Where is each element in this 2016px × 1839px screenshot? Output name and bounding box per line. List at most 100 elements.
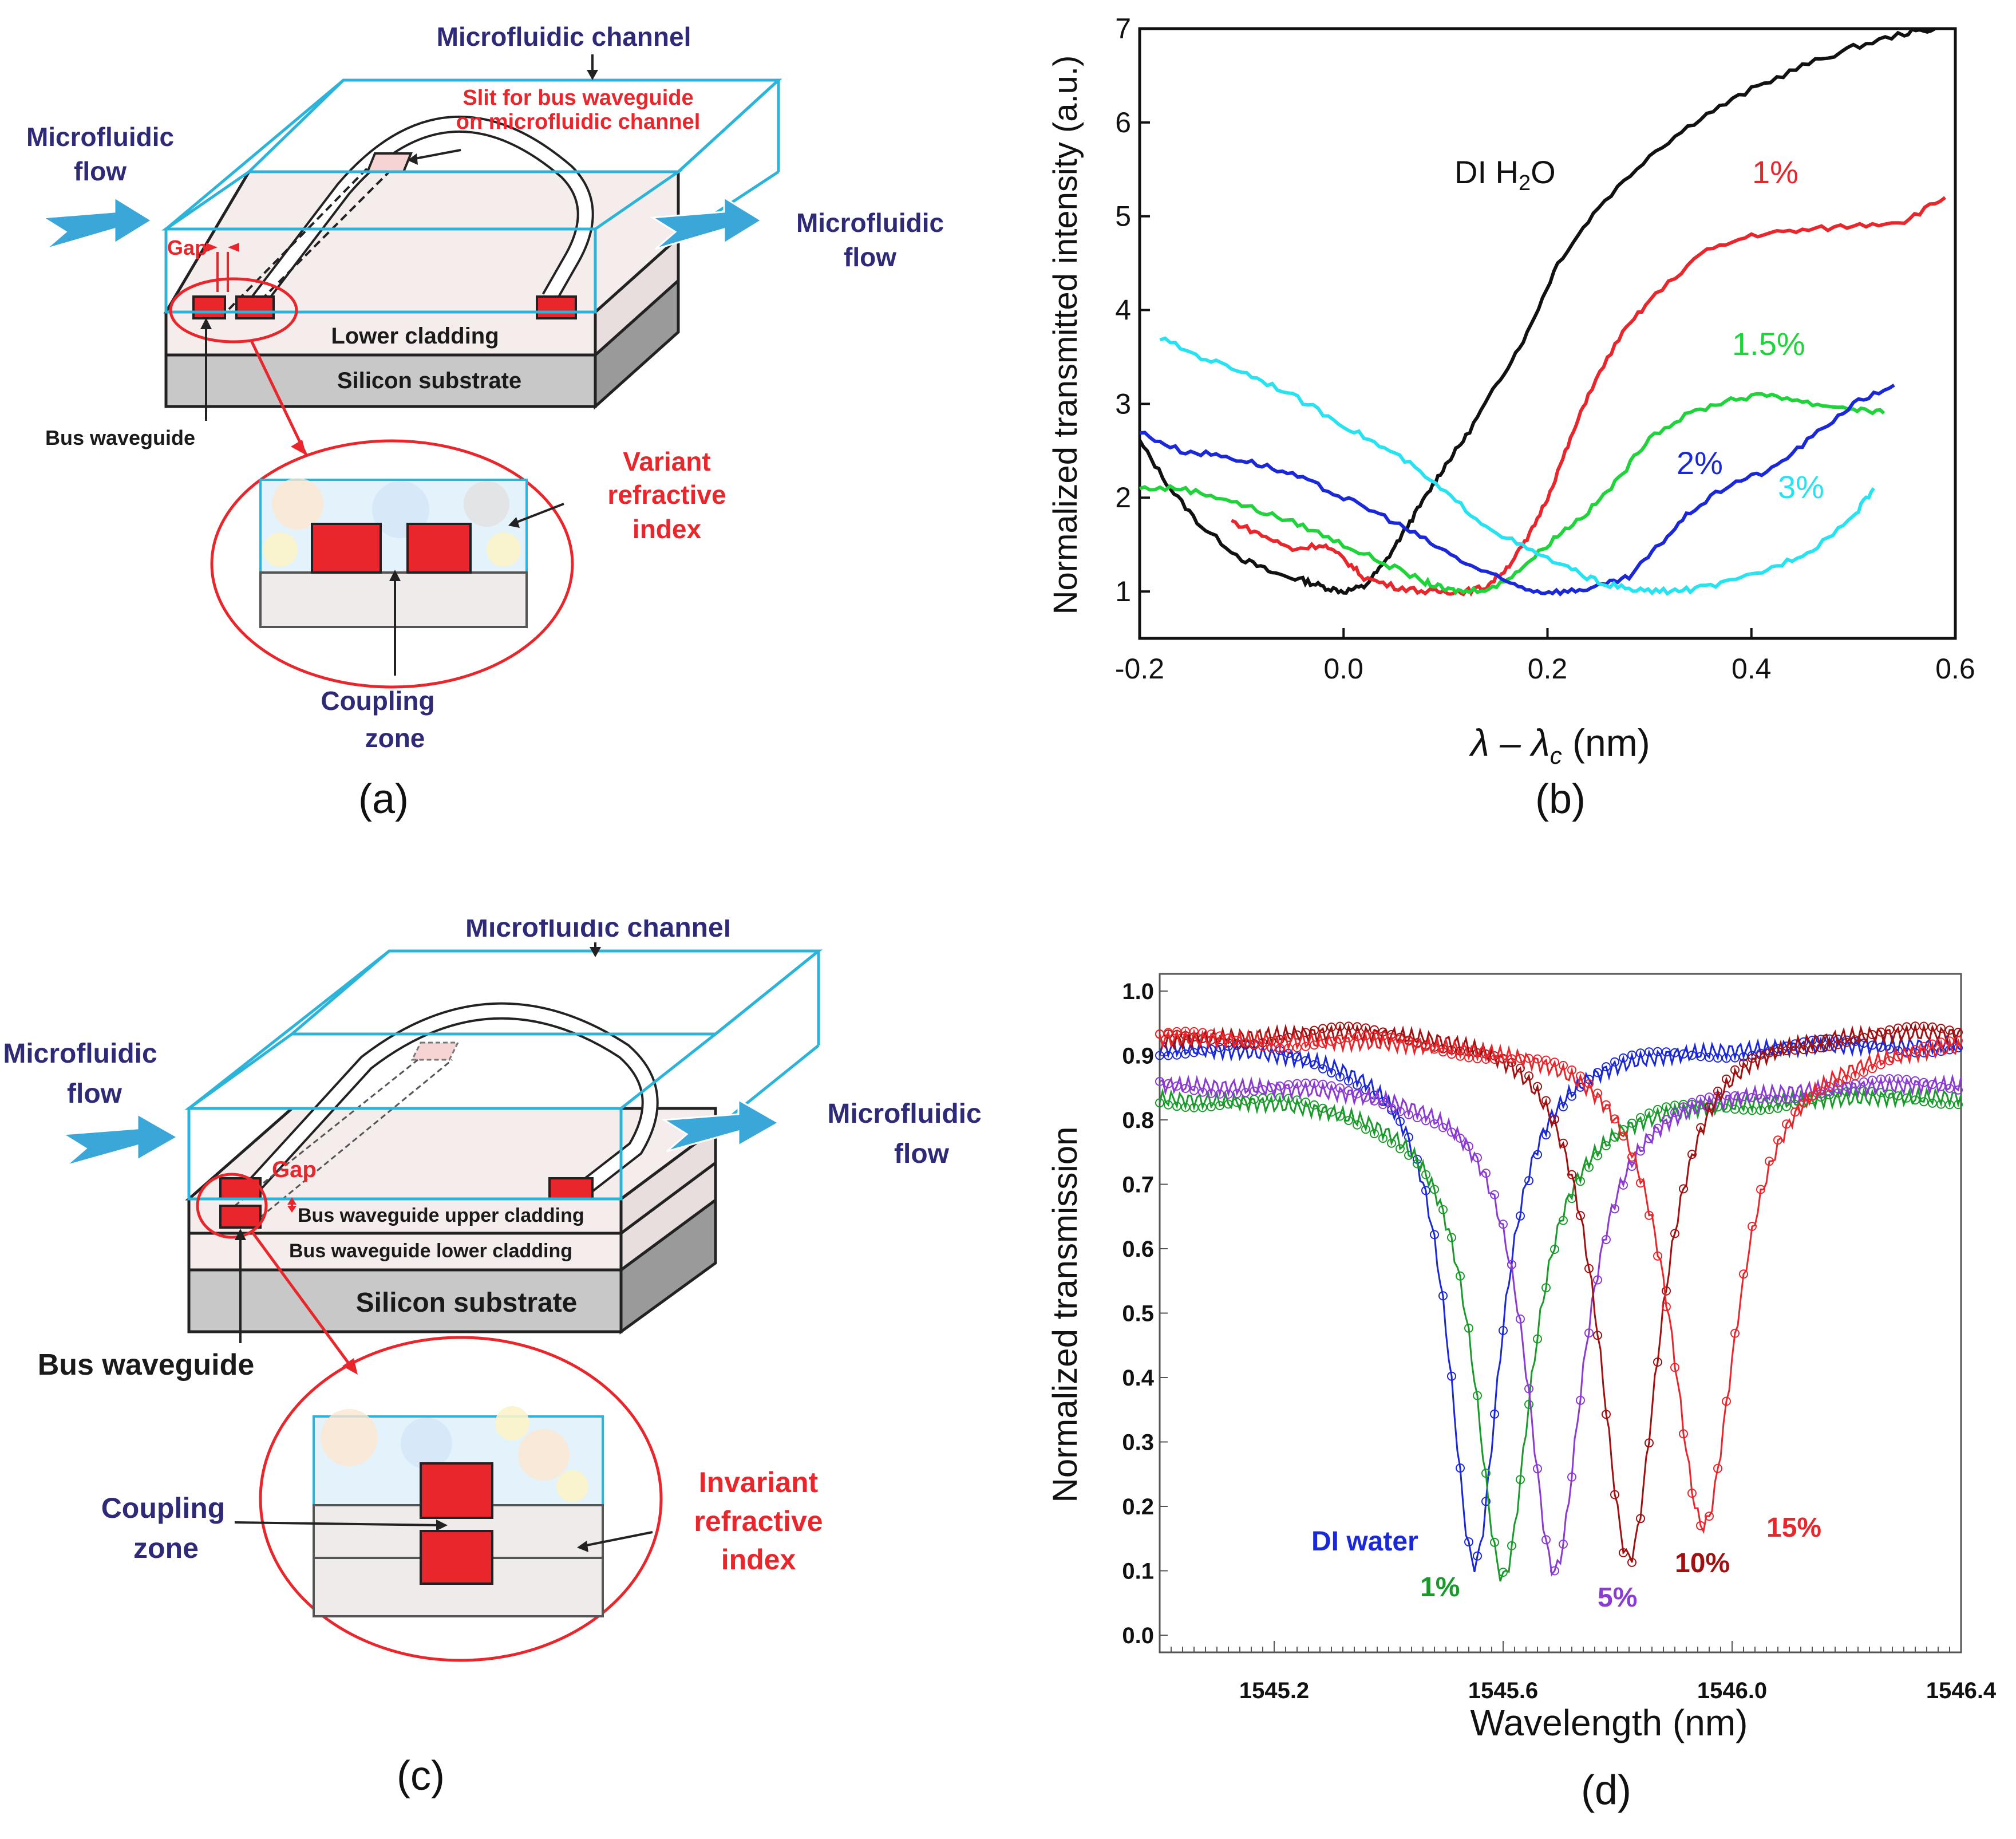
series-marker	[1456, 1271, 1465, 1281]
series-marker	[1232, 1036, 1242, 1045]
flow-left-label-1: Microfluidic	[3, 1039, 157, 1069]
series-label-di-water: DI water	[1311, 1526, 1418, 1557]
series-marker	[1954, 1036, 1963, 1045]
series-marker	[1541, 1096, 1551, 1106]
series-marker	[1928, 1022, 1937, 1032]
series-marker	[1885, 1044, 1894, 1054]
y-tick-label: 0.5	[1122, 1301, 1154, 1327]
plot-frame	[1159, 973, 1962, 1653]
series-marker	[1224, 1033, 1233, 1043]
gap-label: Gap	[272, 1157, 317, 1182]
series-marker	[1430, 1044, 1439, 1054]
series-marker	[1516, 1314, 1525, 1324]
series-marker	[1782, 1095, 1791, 1104]
series-marker	[1284, 1080, 1293, 1090]
series-marker	[1490, 1537, 1499, 1547]
series-marker	[1576, 1395, 1585, 1405]
bus-waveguide-label: Bus waveguide	[45, 426, 195, 449]
series-marker	[1155, 1051, 1164, 1060]
series-marker	[1670, 1108, 1679, 1118]
series-marker	[1361, 1092, 1370, 1102]
series-marker	[1945, 1045, 1954, 1055]
series-marker	[1705, 1052, 1714, 1062]
series-marker	[1928, 1098, 1937, 1108]
y-tick-label: 0.6	[1122, 1237, 1154, 1262]
flow-left-label-2: flow	[67, 1079, 122, 1109]
series-marker	[1919, 1097, 1928, 1107]
series-marker	[1550, 1245, 1559, 1254]
series-label-3pct: 3%	[1778, 469, 1824, 505]
y-axis-label: Normalized transmission	[1046, 1127, 1084, 1503]
series-marker	[1490, 1055, 1499, 1064]
series-marker	[1722, 1103, 1731, 1113]
series-marker	[1164, 1079, 1173, 1088]
series-marker	[1876, 1088, 1885, 1098]
series-marker	[1301, 1041, 1310, 1051]
slit-label-line-1: Slit for bus waveguide	[463, 86, 693, 110]
series-marker	[1301, 1028, 1310, 1037]
series-marker	[1705, 1092, 1714, 1102]
series-marker	[1292, 1052, 1302, 1061]
series-marker	[1421, 1186, 1430, 1195]
pointer-arrow-icon	[235, 1229, 246, 1240]
series-marker	[1318, 1024, 1327, 1033]
gap-arrow-icon	[287, 1197, 297, 1205]
series-marker	[1868, 1030, 1877, 1039]
series-marker	[1902, 1048, 1911, 1058]
series-marker	[1481, 1055, 1491, 1064]
series-marker	[1653, 1251, 1662, 1261]
series-marker	[1327, 1023, 1336, 1032]
pointer-arrow-icon	[508, 517, 520, 528]
series-marker	[1207, 1088, 1216, 1098]
series-marker	[1275, 1093, 1284, 1103]
series-marker	[1541, 1130, 1551, 1140]
series-marker	[1748, 1222, 1757, 1231]
series-marker	[1902, 1093, 1911, 1103]
series-marker	[1396, 1107, 1405, 1116]
series-marker	[1773, 1047, 1782, 1056]
slit-box	[366, 152, 413, 173]
series-marker	[1936, 1099, 1946, 1109]
series-marker	[1919, 1021, 1928, 1031]
y-tick-label: 0.8	[1122, 1108, 1154, 1133]
y-tick-label: 0.3	[1122, 1430, 1154, 1455]
series-marker	[1567, 1472, 1576, 1482]
series-marker	[1155, 1098, 1164, 1108]
slit-box	[410, 1041, 460, 1061]
series-marker	[1499, 1568, 1508, 1577]
series-marker	[1464, 1142, 1473, 1151]
series-marker	[1490, 1409, 1499, 1419]
series-marker	[1645, 1210, 1654, 1220]
series-line	[1159, 1028, 1962, 1534]
series-marker	[1301, 1078, 1310, 1088]
series-marker	[1533, 1464, 1542, 1474]
series-marker	[1275, 1081, 1284, 1091]
series-marker	[1438, 1123, 1448, 1132]
series-marker	[1782, 1046, 1791, 1056]
x-tick-label: 0.2	[1528, 653, 1568, 685]
series-marker	[1250, 1086, 1259, 1096]
series-marker	[1799, 1045, 1808, 1055]
series-marker	[1851, 1071, 1860, 1080]
microfluidic-channel-box	[161, 78, 782, 314]
series-marker	[1653, 1104, 1662, 1114]
series-marker	[1902, 1022, 1911, 1032]
series-marker	[1241, 1088, 1250, 1098]
series-marker	[1447, 1049, 1456, 1059]
series-marker	[1172, 1081, 1181, 1091]
zoom-circle-large	[259, 1336, 663, 1662]
pointer-arrow-icon	[587, 70, 598, 80]
series-marker	[1327, 1081, 1336, 1091]
series-marker	[1335, 1083, 1345, 1093]
series-marker	[1172, 1050, 1181, 1060]
series-marker	[1627, 1162, 1636, 1171]
particle-icon	[401, 1418, 452, 1469]
series-marker	[1859, 1039, 1868, 1048]
series-marker	[1842, 1037, 1851, 1047]
ring-waveguide-block-right	[536, 295, 577, 319]
series-label-1pct: 1%	[1420, 1572, 1460, 1603]
series-marker	[1327, 1107, 1336, 1117]
series-marker	[1267, 1083, 1276, 1092]
series-marker	[1679, 1049, 1688, 1059]
gap-arrow-icon	[287, 1206, 297, 1213]
